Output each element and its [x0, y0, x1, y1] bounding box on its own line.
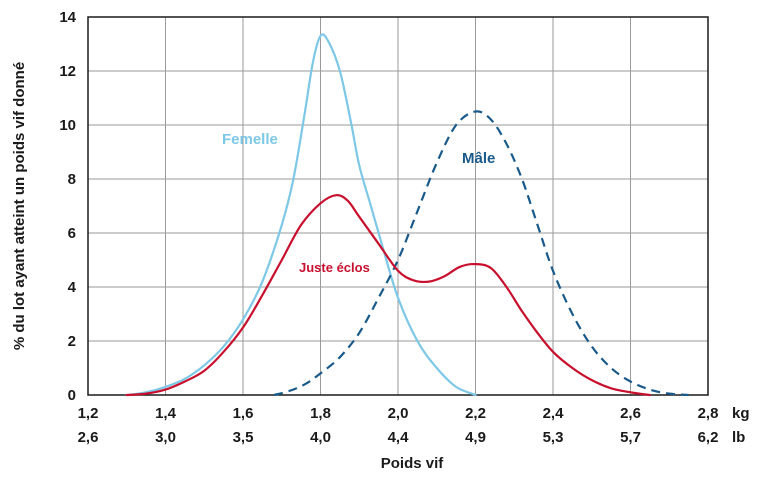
x-tick-label-lb: 4,0	[310, 429, 331, 446]
x-tick-label-kg: 2,2	[465, 405, 486, 422]
x-unit-lb: lb	[732, 429, 745, 446]
series-label-femelle: Femelle	[222, 131, 278, 148]
series-line-femelle	[125, 33, 477, 397]
y-tick-label: 0	[68, 387, 76, 404]
x-tick-label-kg: 2,0	[388, 405, 409, 422]
y-tick-label: 6	[68, 225, 76, 242]
series-line-male	[273, 110, 689, 397]
y-tick-label: 10	[59, 117, 76, 134]
x-tick-label-lb: 3,0	[155, 429, 176, 446]
y-tick-label: 4	[68, 279, 77, 296]
series-labels: Femelle Mâle Juste éclos	[222, 131, 495, 275]
series-line-juste-eclos	[125, 194, 651, 397]
y-tick-label: 8	[68, 171, 76, 188]
x-tick-label-kg: 1,4	[155, 405, 177, 422]
x-tick-label-kg: 1,8	[310, 405, 331, 422]
tick-labels: 0 2 4 6 8 10 12 14 1,2 1,4 1,6 1,8 2,0 2,2 2,4 2,6 2,8 2,…	[59, 9, 749, 446]
x-tick-label-lb: 6,2	[698, 429, 719, 446]
x-tick-label-lb: 2,6	[78, 429, 99, 446]
x-unit-kg: kg	[732, 405, 750, 422]
grid	[87, 16, 709, 396]
y-tick-label: 14	[59, 9, 76, 26]
series-label-male: Mâle	[462, 150, 495, 167]
x-tick-label-kg: 2,4	[543, 405, 565, 422]
x-tick-label-lb: 5,3	[543, 429, 564, 446]
y-tick-label: 2	[68, 333, 76, 350]
x-tick-label-lb: 3,5	[233, 429, 254, 446]
plot-frame	[87, 16, 709, 396]
x-tick-label-kg: 1,6	[233, 405, 254, 422]
y-tick-label: 12	[59, 63, 76, 80]
x-tick-label-kg: 2,8	[698, 405, 719, 422]
x-tick-label-kg: 2,6	[620, 405, 641, 422]
x-tick-label-lb: 4,4	[388, 429, 410, 446]
x-tick-label-kg: 1,2	[78, 405, 99, 422]
x-tick-label-lb: 5,7	[620, 429, 641, 446]
series-label-juste-eclos: Juste éclos	[299, 260, 370, 275]
y-axis-title: % du lot ayant atteint un poids vif donn…	[11, 62, 28, 350]
x-tick-label-lb: 4,9	[465, 429, 486, 446]
series-group	[125, 33, 689, 397]
x-axis-title: Poids vif	[381, 455, 445, 472]
